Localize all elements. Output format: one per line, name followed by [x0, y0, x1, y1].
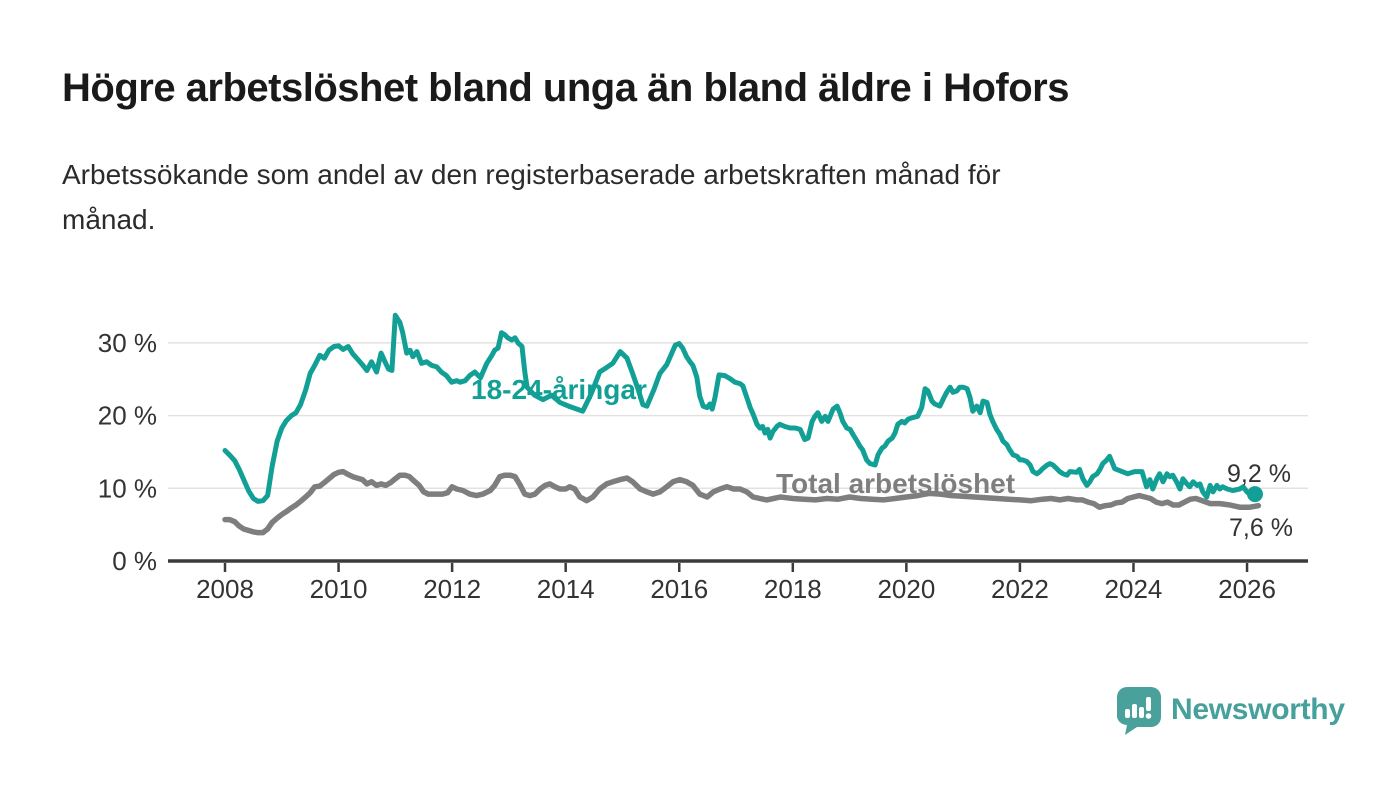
x-tick-label: 2018: [764, 574, 822, 604]
x-axis: [168, 559, 1308, 572]
series-label-total: Total arbetslöshet: [776, 468, 1016, 499]
series-line-total: [222, 468, 1262, 536]
axis-tick-labels: 2008 2010 2012 2014 2016 2018 2020 2022 2024 2026…: [98, 328, 1276, 604]
x-tick-label: 2012: [423, 574, 481, 604]
logo-wordmark: Newsworthy: [1171, 693, 1345, 726]
speech-bubble-bar-chart-icon: [1117, 687, 1161, 735]
gridlines: [168, 342, 1308, 490]
series-line-young: [222, 312, 1258, 504]
series-label-young: 18-24-åringar: [471, 374, 647, 405]
subtitle-line-2: månad.: [62, 204, 156, 235]
x-tick-label: 2008: [196, 574, 254, 604]
y-tick-label: 30 %: [98, 328, 157, 358]
x-tick-label: 2020: [877, 574, 935, 604]
y-tick-label: 0 %: [112, 546, 157, 576]
x-tick-label: 2026: [1218, 574, 1276, 604]
total-end-value-label: 7,6 %: [1229, 514, 1293, 542]
young-series-end-dot: [1246, 486, 1263, 503]
x-tick-label: 2022: [991, 574, 1049, 604]
young-end-value-label: 9,2 %: [1227, 460, 1291, 488]
page-title: Högre arbetslöshet bland unga än bland ä…: [62, 66, 1069, 110]
y-tick-label: 10 %: [98, 473, 157, 503]
series-lines: [222, 312, 1263, 536]
y-tick-label: 20 %: [98, 401, 157, 431]
newsworthy-logo: Newsworthy: [1115, 685, 1345, 735]
x-tick-label: 2016: [650, 574, 708, 604]
chart-subtitle: Arbetssökande som andel av den registerb…: [62, 152, 1001, 242]
x-tick-label: 2010: [310, 574, 368, 604]
subtitle-line-1: Arbetssökande som andel av den registerb…: [62, 159, 1001, 190]
x-tick-label: 2024: [1105, 574, 1163, 604]
x-tick-label: 2014: [537, 574, 595, 604]
